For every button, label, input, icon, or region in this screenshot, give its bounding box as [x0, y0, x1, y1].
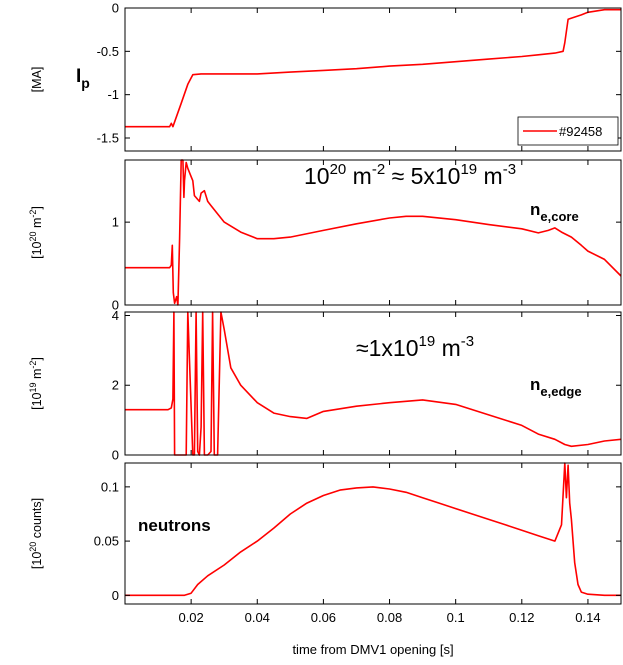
y-axis-label-part: -2 — [28, 210, 38, 218]
y-axis-label-part: m — [30, 369, 44, 383]
y-tick-label: 4 — [112, 308, 119, 323]
edge-density-note: ≈1x1019 m-3 — [356, 333, 474, 361]
core-density-note-part: 19 — [460, 161, 477, 178]
y-axis-label-part: ] — [30, 357, 44, 360]
y-axis-label-part: 20 — [28, 542, 38, 552]
core-density-note-part: -3 — [503, 161, 516, 178]
y-tick-label: -0.5 — [97, 44, 119, 59]
edge-density-note-part: 19 — [419, 333, 436, 350]
legend: #92458 — [517, 116, 619, 146]
neutrons-annotation-part: neutrons — [138, 516, 211, 535]
x-tick-label: 0.14 — [575, 610, 600, 625]
panel-Ip: 0 -0.5 -1 -1.5 [MA] Ip #92458 — [30, 1, 622, 152]
y-axis-label-part: m — [30, 218, 44, 232]
y-axis-label-part: [10 — [30, 392, 44, 409]
y-axis-label: [1020 m-2] — [28, 206, 44, 259]
x-axis-label: time from DMV1 opening [s] — [292, 642, 453, 657]
panel-ne_edge: 024[1019 m-2] ≈1x1019 m-3ne,edge — [28, 308, 622, 463]
x-tick-label: 0.04 — [245, 610, 270, 625]
y-axis-label-part: [10 — [30, 552, 44, 569]
series-line-ne_core — [125, 159, 622, 306]
legend-label: #92458 — [559, 124, 602, 139]
ne-core-annotation-part: e,core — [540, 209, 578, 224]
y-tick-label: 0.1 — [101, 479, 119, 494]
core-density-note-part: -2 — [372, 161, 385, 178]
y-axis-label: [1020 counts] — [28, 498, 44, 569]
x-tick-label: 0.12 — [509, 610, 534, 625]
core-density-note-part: m — [346, 163, 372, 189]
y-axis-label-part: 20 — [28, 231, 38, 241]
y-tick-label: 0 — [112, 298, 119, 313]
ne-core-annotation: ne,core — [530, 200, 579, 224]
y-tick-label: -1.5 — [97, 131, 119, 146]
ne-edge-annotation-part: e,edge — [540, 384, 581, 399]
y-axis-label: [MA] — [30, 67, 44, 93]
x-tick-label: 0.02 — [178, 610, 203, 625]
axes-frame — [124, 159, 622, 306]
ne-core-annotation-part: n — [530, 200, 540, 219]
core-density-note-part: ≈ 5x10 — [385, 163, 460, 189]
y-tick-label: 2 — [112, 378, 119, 393]
edge-density-note-part: m — [435, 335, 461, 361]
core-density-note-part: m — [477, 163, 503, 189]
panel-ne_core: 01[1020 m-2]1020 m-2 ≈ 5x1019 m-3ne,core — [28, 159, 622, 313]
core-density-note-part: 10 — [304, 163, 330, 189]
y-tick-label: 1 — [112, 215, 119, 230]
y-tick-label: 0 — [112, 588, 119, 603]
y-tick-label: 0 — [112, 1, 119, 16]
axes-frame — [124, 7, 622, 152]
core-density-note: 1020 m-2 ≈ 5x1019 m-3 — [304, 161, 516, 189]
y-axis-label-part: 19 — [28, 382, 38, 392]
y-axis-label-part: [10 — [30, 241, 44, 258]
core-density-note-part: 20 — [330, 161, 347, 178]
y-tick-label: 0.05 — [94, 534, 119, 549]
axes-frame — [124, 462, 622, 605]
y-tick-label: -1 — [107, 87, 119, 102]
y-axis-label: [1019 m-2] — [28, 357, 44, 410]
series-line-Ip — [125, 8, 621, 128]
series-line-neutrons — [125, 462, 621, 597]
y-axis-label-part: ] — [30, 206, 44, 209]
edge-density-note-part: ≈1x10 — [356, 335, 419, 361]
panel-neutrons: 0 0.05 0.1 0.02 0.04 0.06 0.08 0.1 0.12 0.14 [1020… — [28, 462, 622, 657]
x-tick-label: 0.1 — [447, 610, 465, 625]
ip-annotation-part: p — [81, 75, 90, 91]
ip-annotation: Ip — [76, 66, 90, 91]
neutrons-annotation: neutrons — [138, 516, 211, 535]
y-axis-label-part: -2 — [28, 361, 38, 369]
edge-density-note-part: -3 — [461, 333, 474, 350]
x-tick-label: 0.06 — [311, 610, 336, 625]
axes-frame — [124, 311, 622, 456]
y-tick-label: 0 — [112, 448, 119, 463]
ne-edge-annotation: ne,edge — [530, 375, 582, 399]
y-axis-label-part: counts] — [30, 498, 44, 542]
ip-annotation-part: I — [76, 66, 81, 87]
ne-edge-annotation-part: n — [530, 375, 540, 394]
x-tick-label: 0.08 — [377, 610, 402, 625]
